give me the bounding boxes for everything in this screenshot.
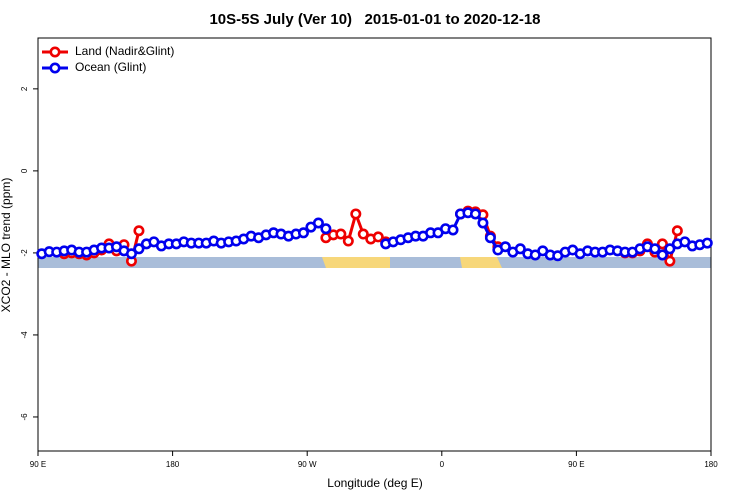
legend-label: Ocean (Glint) [75, 60, 146, 74]
point [664, 243, 676, 255]
point [350, 208, 362, 220]
point [447, 224, 459, 236]
point [649, 243, 661, 255]
map-strip [38, 257, 711, 268]
point [484, 232, 496, 244]
x-tick-label: 180 [166, 460, 180, 469]
point [664, 255, 676, 267]
point [656, 249, 668, 261]
point [477, 217, 489, 229]
point [656, 238, 668, 250]
chart-title: 10S-5S July (Ver 10) 2015-01-01 to 2020-… [209, 11, 540, 28]
y-tick-label: -6 [20, 413, 29, 421]
y-tick-label: -2 [20, 249, 29, 257]
legend-marker [49, 62, 61, 74]
y-tick-label: -4 [20, 331, 29, 339]
x-axis-label: Longitude (deg E) [327, 476, 422, 490]
x-tick-label: 90 W [298, 460, 317, 469]
legend-label: Land (Nadir&Glint) [75, 44, 174, 58]
point [499, 241, 511, 253]
point [469, 208, 481, 220]
point [342, 235, 354, 247]
x-tick-label: 90 E [568, 460, 584, 469]
x-tick-label: 180 [704, 460, 718, 469]
point [320, 223, 332, 235]
point [671, 225, 683, 237]
point [701, 237, 713, 249]
point [312, 217, 324, 229]
legend-marker [49, 46, 61, 58]
x-tick-label: 90 E [30, 460, 46, 469]
point [514, 243, 526, 255]
y-axis-label: XCO2 - MLO trend (ppm) [0, 178, 13, 313]
y-tick-label: 2 [20, 86, 29, 91]
point [133, 243, 145, 255]
x-tick-label: 0 [440, 460, 445, 469]
point [125, 248, 137, 260]
point [357, 228, 369, 240]
point [335, 228, 347, 240]
point [133, 225, 145, 237]
point [297, 227, 309, 239]
y-tick-label: 0 [20, 168, 29, 173]
point [372, 231, 384, 243]
